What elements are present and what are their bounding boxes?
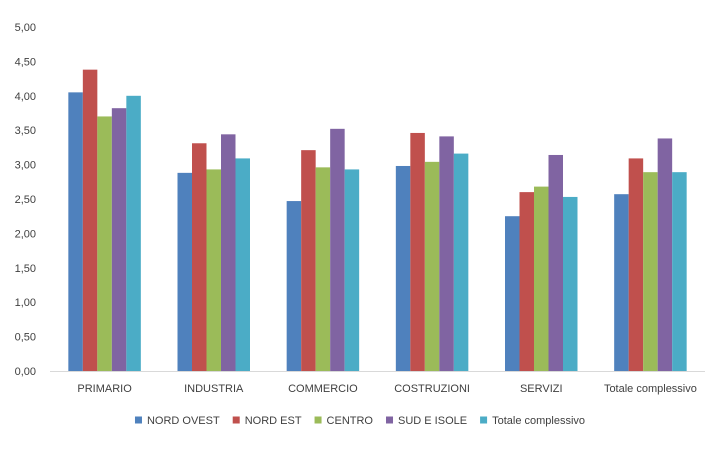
bar (111, 108, 127, 372)
bar (672, 172, 687, 371)
bar (614, 194, 629, 371)
bar (410, 132, 425, 371)
bar (206, 169, 221, 371)
bar (643, 172, 658, 371)
y-tick-label: 4,00 (15, 91, 36, 103)
x-tick-label: COSTRUZIONI (394, 383, 470, 395)
y-tick-label: 4,50 (15, 56, 36, 68)
bar (286, 201, 302, 371)
legend: NORD OVEST NORD EST CENTRO SUD E ISOLE Total… (134, 415, 585, 427)
y-tick-label: 1,50 (15, 263, 36, 275)
bars (68, 69, 687, 372)
y-tick-label: 2,50 (15, 194, 36, 206)
legend-label: NORD EST (245, 415, 302, 427)
bar (548, 154, 563, 371)
bar (519, 192, 534, 371)
bar (657, 138, 673, 371)
y-tick-label: 1,00 (15, 297, 36, 309)
y-tick-label: 2,00 (15, 228, 36, 240)
x-tick-label: Totale complessivo (604, 383, 697, 395)
bar (177, 172, 192, 371)
legend-swatch (232, 416, 240, 424)
bar (82, 69, 98, 371)
bar (68, 92, 83, 372)
legend-label: NORD OVEST (147, 415, 220, 427)
legend-swatch (480, 416, 488, 424)
x-tick-label: SERVIZI (520, 383, 563, 395)
legend-swatch (314, 416, 322, 424)
bar (424, 161, 440, 371)
legend-label: CENTRO (327, 415, 374, 427)
x-tick-label: PRIMARIO (77, 383, 132, 395)
bar (395, 165, 411, 371)
bar (192, 143, 207, 371)
legend-label: Totale complessivo (492, 415, 585, 427)
bar (344, 169, 360, 371)
x-tick-label: COMMERCIO (288, 383, 358, 395)
bar (563, 196, 578, 371)
legend-swatch (134, 416, 142, 424)
bar (505, 216, 520, 371)
y-tick-label: 3,50 (15, 125, 36, 137)
legend-swatch (386, 416, 394, 424)
x-axis: PRIMARIO INDUSTRIA COMMERCIO COSTRUZIONI SER… (50, 371, 705, 395)
y-tick-label: 3,00 (15, 160, 36, 172)
bar (126, 95, 141, 372)
y-tick-label: 5,00 (15, 22, 36, 34)
legend-label: SUD E ISOLE (398, 415, 467, 427)
bar (628, 158, 644, 371)
bar (330, 128, 345, 371)
bar (315, 167, 331, 371)
y-axis: 0,00 0,50 1,00 1,50 2,00 2,50 3,00 3,50 4,00 4,50… (15, 22, 36, 378)
bar (97, 116, 112, 371)
bar (235, 158, 250, 371)
bar (301, 150, 316, 371)
bar (221, 134, 236, 371)
y-tick-label: 0,00 (15, 366, 36, 378)
bar (534, 186, 549, 371)
bar (453, 153, 469, 371)
bar (439, 136, 454, 371)
y-tick-label: 0,50 (15, 332, 36, 344)
x-tick-label: INDUSTRIA (184, 383, 244, 395)
